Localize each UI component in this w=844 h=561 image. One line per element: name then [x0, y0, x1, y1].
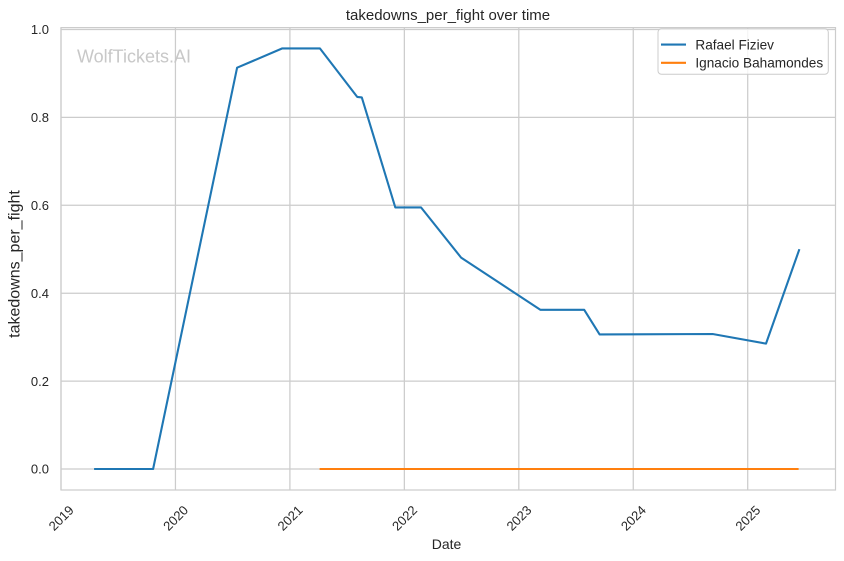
svg-text:Date: Date — [432, 536, 462, 552]
svg-text:0.8: 0.8 — [31, 110, 49, 125]
svg-text:Ignacio Bahamondes: Ignacio Bahamondes — [695, 56, 823, 71]
svg-text:takedowns_per_fight: takedowns_per_fight — [7, 190, 24, 338]
svg-text:0.0: 0.0 — [31, 462, 49, 477]
svg-text:0.4: 0.4 — [31, 286, 49, 301]
svg-text:0.6: 0.6 — [31, 198, 49, 213]
svg-text:WolfTickets.AI: WolfTickets.AI — [77, 47, 191, 67]
svg-text:1.0: 1.0 — [31, 22, 49, 37]
svg-text:Rafael Fiziev: Rafael Fiziev — [695, 38, 774, 53]
svg-text:0.2: 0.2 — [31, 374, 49, 389]
svg-text:takedowns_per_fight over time: takedowns_per_fight over time — [346, 7, 550, 24]
